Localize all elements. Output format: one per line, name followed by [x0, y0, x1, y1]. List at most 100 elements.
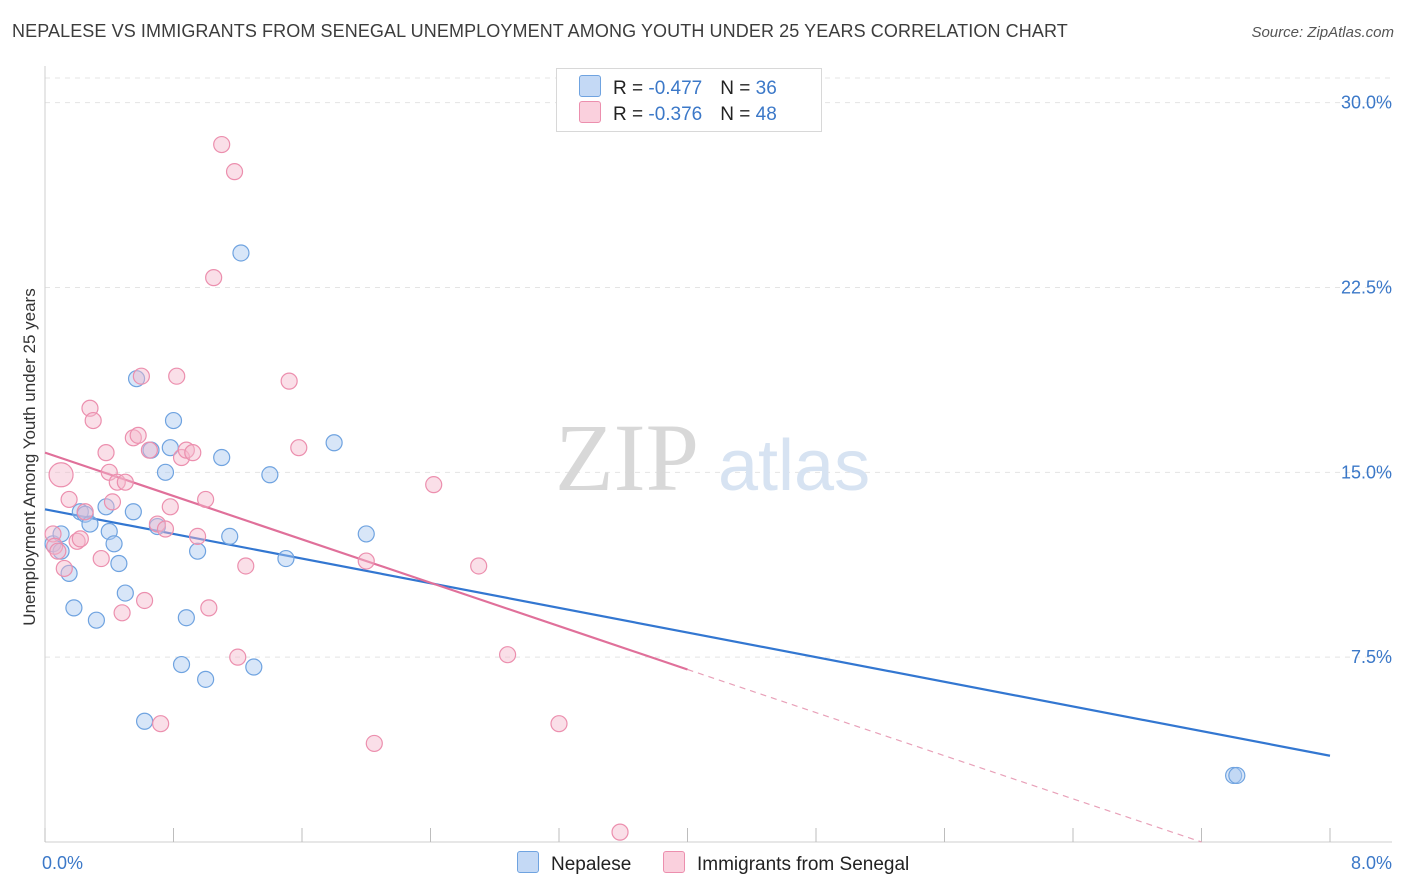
point-senegal: [49, 542, 67, 560]
point-nepalese: [1228, 766, 1246, 785]
point-senegal: [135, 591, 154, 610]
bottom-legend-swatch-senegal: [663, 851, 685, 873]
point-senegal: [48, 462, 74, 488]
y-tick-label: 7.5%: [1351, 647, 1392, 667]
point-senegal: [229, 648, 247, 666]
legend-r-label: R =: [613, 78, 649, 99]
point-senegal: [92, 549, 110, 568]
point-nepalese: [261, 466, 279, 484]
point-senegal: [213, 135, 231, 154]
point-senegal: [129, 426, 147, 444]
point-senegal: [152, 715, 170, 733]
x-tick-label: 0.0%: [42, 853, 83, 873]
point-senegal: [55, 559, 73, 578]
legend-n-label: N =: [720, 78, 756, 99]
point-nepalese: [110, 554, 128, 573]
point-senegal: [499, 646, 517, 664]
point-senegal: [113, 604, 131, 622]
point-senegal: [132, 367, 150, 385]
point-nepalese: [71, 503, 89, 521]
bottom-legend-senegal: Immigrants from Senegal: [663, 851, 909, 876]
point-nepalese: [105, 535, 123, 553]
point-nepalese: [60, 564, 78, 582]
x-tick-label: 8.0%: [1351, 853, 1392, 873]
legend-r-label: R =: [613, 104, 649, 125]
bottom-legend-label-nepalese: Nepalese: [551, 854, 632, 875]
point-senegal: [237, 557, 255, 575]
point-nepalese: [164, 411, 183, 430]
point-nepalese: [172, 655, 191, 674]
legend-n-label: N =: [720, 104, 756, 125]
point-senegal: [365, 734, 383, 753]
axes: [44, 66, 1392, 843]
y-tick-label: 15.0%: [1341, 462, 1392, 482]
y-tick-label: 30.0%: [1341, 93, 1392, 113]
point-nepalese: [177, 609, 195, 627]
point-senegal: [425, 476, 443, 494]
bottom-legend-swatch-nepalese: [517, 851, 539, 873]
legend-swatch-senegal: [579, 101, 601, 123]
point-senegal: [280, 372, 298, 390]
point-nepalese: [325, 434, 343, 452]
y-axis-title: Unemployment Among Youth under 25 years: [20, 288, 39, 625]
point-senegal: [197, 490, 215, 509]
point-nepalese: [156, 463, 175, 481]
point-senegal: [188, 527, 207, 546]
point-nepalese: [245, 658, 263, 676]
watermark-zip: ZIP: [555, 404, 699, 511]
point-senegal: [60, 490, 78, 509]
legend-n-value: 48: [755, 104, 777, 125]
point-senegal: [124, 429, 142, 447]
point-senegal: [168, 367, 186, 385]
data-points: [44, 135, 1246, 841]
legend-swatch-nepalese: [579, 75, 601, 97]
legend: R = -0.477 N = 36 R = -0.376 N = 48: [556, 68, 822, 132]
point-senegal: [470, 557, 488, 575]
point-senegal: [84, 411, 102, 430]
point-senegal: [611, 823, 629, 841]
chart-title: NEPALESE VS IMMIGRANTS FROM SENEGAL UNEM…: [12, 21, 1068, 41]
point-senegal: [205, 269, 223, 287]
point-senegal: [161, 498, 179, 516]
point-nepalese: [197, 670, 215, 688]
point-senegal: [103, 493, 122, 511]
legend-row-nepalese: R = -0.477 N = 36: [579, 75, 777, 101]
point-senegal: [76, 503, 94, 521]
watermark-atlas: atlas: [718, 426, 870, 506]
point-senegal: [46, 537, 64, 555]
point-senegal: [200, 599, 218, 617]
point-nepalese: [277, 549, 295, 568]
point-senegal: [44, 525, 62, 543]
trend-line-senegal-extrapolated: [687, 668, 1202, 843]
point-nepalese: [232, 244, 250, 262]
bottom-legend-label-senegal: Immigrants from Senegal: [697, 854, 910, 875]
trend-line-nepalese: [44, 508, 1331, 757]
point-senegal: [68, 532, 86, 550]
point-nepalese: [127, 370, 146, 388]
point-senegal: [550, 715, 568, 733]
source-note: Source: ZipAtlas.com: [1251, 24, 1394, 41]
point-senegal: [140, 441, 159, 459]
point-senegal: [184, 444, 202, 462]
point-nepalese: [65, 599, 83, 617]
y-tick-label: 22.5%: [1341, 277, 1392, 297]
tick-labels: 7.5% 15.0% 22.5% 30.0% 0.0% 8.0%: [42, 93, 1392, 873]
point-nepalese: [188, 542, 207, 560]
point-senegal: [156, 520, 175, 538]
point-nepalese: [213, 448, 231, 467]
point-nepalese: [357, 525, 375, 543]
bottom-legend-nepalese: Nepalese: [517, 851, 631, 876]
point-nepalese: [221, 527, 239, 546]
legend-n-value: 36: [755, 78, 777, 99]
point-senegal: [97, 444, 115, 462]
point-senegal: [225, 163, 244, 181]
point-nepalese: [87, 611, 106, 629]
point-senegal: [116, 473, 134, 491]
legend-r-value: -0.376: [648, 104, 703, 125]
point-nepalese: [116, 584, 134, 602]
trend-line-senegal: [44, 451, 688, 671]
trend-lines: [44, 451, 1331, 843]
point-senegal: [357, 552, 375, 570]
legend-row-senegal: R = -0.376 N = 48: [579, 101, 777, 127]
